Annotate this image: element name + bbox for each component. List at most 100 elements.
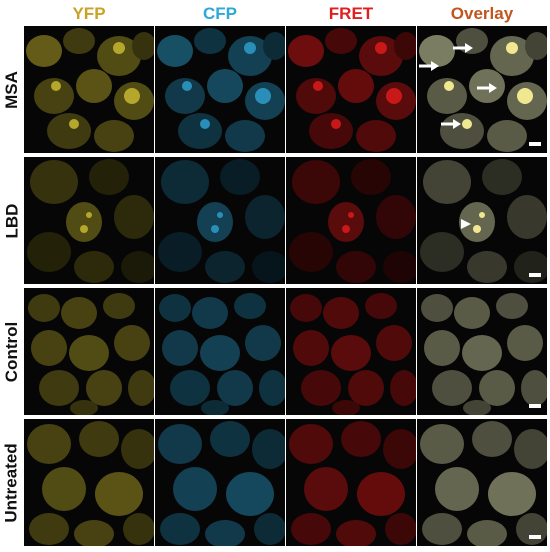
cell: [348, 370, 384, 406]
cell: [325, 28, 357, 54]
scale-bar: [529, 142, 541, 146]
cell: [296, 78, 336, 114]
cell: [158, 424, 202, 464]
cell: [488, 472, 536, 516]
cell: [385, 513, 416, 545]
aggregate-spot: [342, 225, 350, 233]
scale-bar: [529, 273, 541, 277]
cell: [79, 421, 119, 457]
aggregate-spot: [244, 42, 256, 54]
cell: [365, 293, 397, 319]
cell: [205, 520, 245, 546]
column-header-fret: FRET: [328, 4, 374, 23]
cell: [114, 195, 154, 239]
cell: [228, 36, 272, 76]
aggregate-spot: [462, 119, 472, 129]
cell: [159, 294, 191, 322]
cell: [440, 113, 484, 149]
cell: [157, 35, 193, 67]
cell: [66, 202, 102, 242]
cell: [207, 69, 243, 103]
cell: [128, 370, 154, 406]
cell: [332, 400, 360, 415]
cell: [95, 472, 143, 516]
column-header-overlay: Overlay: [450, 4, 514, 23]
cell: [323, 297, 359, 329]
scale-bar: [529, 535, 541, 539]
row-label-control: Control: [2, 321, 21, 382]
cell: [435, 467, 479, 511]
cell: [462, 335, 502, 371]
row-label-lbd: LBD: [2, 203, 22, 238]
aggregate-spot: [200, 119, 210, 129]
cell: [456, 28, 488, 54]
aggregate-spot: [313, 81, 323, 91]
cell: [217, 370, 253, 406]
cell: [160, 513, 200, 545]
cell: [288, 35, 324, 67]
cell: [487, 120, 527, 152]
cell: [376, 195, 416, 239]
row-label-msa: MSA: [2, 70, 21, 109]
cell: [496, 293, 528, 319]
cell: [74, 520, 114, 546]
aggregate-spot: [51, 81, 61, 91]
cell: [422, 513, 462, 545]
cell: [34, 78, 74, 114]
panel-untreated-yfp: [24, 419, 154, 546]
cell: [263, 32, 285, 60]
arrow-icon: [453, 43, 473, 53]
cell: [226, 472, 274, 516]
aggregate-spot: [255, 88, 271, 104]
aggregate-spot: [69, 119, 79, 129]
cell: [225, 120, 265, 152]
cell: [521, 370, 547, 406]
scale-bar: [529, 404, 541, 408]
row-label-untreated: Untreated: [2, 442, 22, 523]
cell: [293, 330, 329, 366]
cell: [421, 294, 453, 322]
cell: [121, 251, 154, 283]
cell: [158, 232, 202, 272]
aggregate-spot: [182, 81, 192, 91]
cell: [309, 113, 353, 149]
cell: [459, 202, 495, 242]
cell: [161, 160, 209, 204]
aggregate-spot: [375, 42, 387, 54]
aggregate-spot: [80, 225, 88, 233]
cell: [39, 370, 79, 406]
cell: [47, 113, 91, 149]
aggregate-spot: [517, 88, 533, 104]
cell: [290, 294, 322, 322]
panel-lbd-yfp: [24, 157, 154, 284]
cell: [467, 520, 507, 546]
cell: [178, 113, 222, 149]
panel-lbd-overlay: [417, 157, 547, 284]
cell: [259, 370, 285, 406]
panel-msa-cfp: [155, 26, 285, 153]
panel-lbd-cfp: [155, 157, 285, 284]
cell: [304, 467, 348, 511]
cell: [427, 78, 467, 114]
column-header-yfp: YFP: [72, 4, 106, 23]
cell: [390, 370, 416, 406]
cell: [192, 297, 228, 329]
panel-untreated-cfp: [155, 419, 285, 546]
cell: [490, 36, 534, 76]
cell: [467, 251, 507, 283]
panel-msa-fret: [286, 26, 416, 153]
cell: [291, 513, 331, 545]
cell: [514, 429, 547, 469]
cell: [376, 325, 412, 361]
cell: [28, 294, 60, 322]
cell: [420, 424, 464, 464]
cell: [123, 513, 154, 545]
aggregate-spot: [479, 212, 485, 218]
cell: [289, 232, 333, 272]
cell: [30, 160, 78, 204]
cell: [89, 159, 129, 195]
cell: [103, 293, 135, 319]
cell: [197, 202, 233, 242]
cell: [419, 35, 455, 67]
cell: [507, 195, 547, 239]
